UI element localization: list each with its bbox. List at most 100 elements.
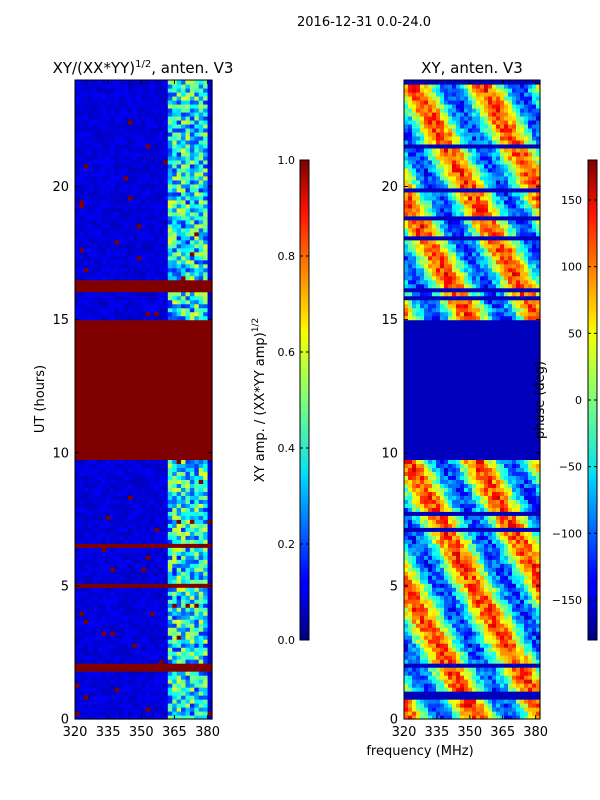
amplitude-heatmap-cell	[145, 223, 151, 229]
amplitude-heatmap-cell	[75, 367, 81, 373]
amplitude-heatmap-cell	[119, 507, 125, 512]
amplitude-heatmap-cell	[88, 131, 94, 137]
amplitude-heatmap-cell	[119, 603, 125, 608]
amplitude-heatmap-cell	[185, 195, 191, 201]
amplitude-heatmap-cell	[185, 607, 191, 612]
amplitude-heatmap-cell	[79, 287, 85, 293]
amplitude-heatmap-cell	[145, 475, 151, 480]
amplitude-heatmap-cell	[194, 267, 200, 273]
amplitude-heatmap-cell	[141, 579, 147, 584]
amplitude-heatmap-cell	[150, 179, 156, 185]
amplitude-heatmap-cell	[119, 591, 125, 596]
amplitude-heatmap-cell	[154, 139, 160, 145]
amplitude-heatmap-cell	[141, 187, 147, 193]
amplitude-heatmap-cell	[203, 703, 209, 708]
amplitude-heatmap-cell	[101, 283, 107, 289]
amplitude-heatmap-cell	[198, 335, 204, 341]
amplitude-heatmap-cell	[119, 231, 125, 237]
amplitude-heatmap-cell	[97, 239, 103, 245]
amplitude-heatmap-cell	[150, 255, 156, 261]
amplitude-heatmap-cell	[203, 135, 209, 141]
amplitude-heatmap-cell	[158, 155, 164, 161]
amplitude-heatmap-cell	[141, 267, 147, 273]
amplitude-heatmap-cell	[136, 423, 142, 429]
amplitude-heatmap-cell	[88, 647, 94, 652]
amplitude-heatmap-cell	[101, 687, 107, 692]
amplitude-heatmap-cell	[79, 647, 85, 652]
amplitude-heatmap-cell	[181, 295, 187, 301]
amplitude-heatmap-cell	[136, 479, 142, 484]
amplitude-heatmap-cell	[141, 495, 147, 500]
amplitude-heatmap-cell	[88, 587, 94, 592]
amplitude-heatmap-cell	[114, 363, 120, 369]
amplitude-heatmap-cell	[123, 267, 129, 273]
amplitude-heatmap-cell	[79, 211, 85, 217]
amplitude-heatmap-cell	[110, 439, 116, 445]
amplitude-heatmap-cell	[88, 419, 94, 425]
amplitude-heatmap-cell	[123, 183, 129, 189]
amplitude-heatmap-cell	[83, 351, 89, 357]
amplitude-heatmap-cell	[97, 711, 103, 716]
amplitude-heatmap-cell	[136, 99, 142, 105]
amplitude-heatmap-cell	[123, 315, 129, 321]
amplitude-heatmap-cell	[105, 227, 111, 233]
amplitude-heatmap-cell	[154, 671, 160, 676]
amplitude-heatmap-cell	[105, 83, 111, 89]
amplitude-heatmap-cell	[207, 379, 213, 385]
amplitude-heatmap-cell	[128, 263, 134, 269]
amplitude-heatmap-cell	[207, 667, 213, 672]
amplitude-heatmap-cell	[141, 435, 147, 441]
amplitude-heatmap-cell	[110, 163, 116, 169]
amplitude-heatmap-cell	[136, 87, 142, 93]
amplitude-heatmap-cell	[150, 511, 156, 516]
amplitude-heatmap-cell	[176, 479, 182, 484]
amplitude-heatmap-cell	[97, 291, 103, 297]
amplitude-heatmap-cell	[203, 215, 209, 221]
amplitude-heatmap-cell	[167, 227, 173, 233]
amplitude-heatmap-cell	[114, 655, 120, 660]
amplitude-heatmap-cell	[114, 467, 120, 472]
amplitude-heatmap-cell	[181, 611, 187, 616]
amplitude-heatmap-cell	[181, 495, 187, 500]
amplitude-heatmap-cell	[105, 419, 111, 425]
amplitude-heatmap-cell	[185, 459, 191, 464]
amplitude-heatmap-cell	[141, 231, 147, 237]
amplitude-heatmap-cell	[110, 335, 116, 341]
amplitude-heatmap-cell	[185, 343, 191, 349]
amplitude-heatmap-cell	[119, 687, 125, 692]
amplitude-heatmap-cell	[92, 111, 98, 117]
amplitude-heatmap-cell	[150, 291, 156, 297]
amplitude-heatmap-cell	[136, 447, 142, 453]
amplitude-heatmap-cell	[194, 379, 200, 385]
amplitude-heatmap-cell	[119, 187, 125, 193]
amplitude-heatmap-cell	[172, 211, 178, 217]
amplitude-heatmap-cell	[79, 427, 85, 433]
amplitude-heatmap-cell	[75, 603, 81, 608]
amplitude-heatmap-cell	[189, 99, 195, 105]
amplitude-heatmap-cell	[145, 523, 151, 528]
amplitude-heatmap-cell	[105, 627, 111, 632]
amplitude-heatmap-cell	[97, 303, 103, 309]
amplitude-heatmap-cell	[189, 287, 195, 293]
amplitude-heatmap-cell	[141, 591, 147, 596]
amplitude-heatmap-cell	[132, 163, 138, 169]
amplitude-heatmap-cell	[92, 347, 98, 353]
amplitude-heatmap-cell	[97, 667, 103, 672]
amplitude-heatmap-cell	[176, 607, 182, 612]
amplitude-heatmap-cell	[123, 155, 129, 161]
amplitude-heatmap-cell	[92, 643, 98, 648]
amplitude-heatmap-cell	[79, 175, 85, 181]
amplitude-heatmap-cell	[123, 647, 129, 652]
amplitude-heatmap-cell	[114, 199, 120, 205]
amplitude-heatmap-cell	[145, 87, 151, 93]
amplitude-heatmap-cell	[194, 91, 200, 97]
amplitude-heatmap-cell	[167, 659, 173, 664]
amplitude-heatmap-cell	[194, 375, 200, 381]
amplitude-heatmap-cell	[207, 511, 213, 516]
amplitude-heatmap-cell	[176, 375, 182, 381]
amplitude-heatmap-cell	[150, 495, 156, 500]
amplitude-heatmap-cell	[198, 687, 204, 692]
amplitude-heatmap-cell	[163, 295, 169, 301]
amplitude-heatmap-cell	[136, 687, 142, 692]
amplitude-heatmap-cell	[83, 275, 89, 281]
